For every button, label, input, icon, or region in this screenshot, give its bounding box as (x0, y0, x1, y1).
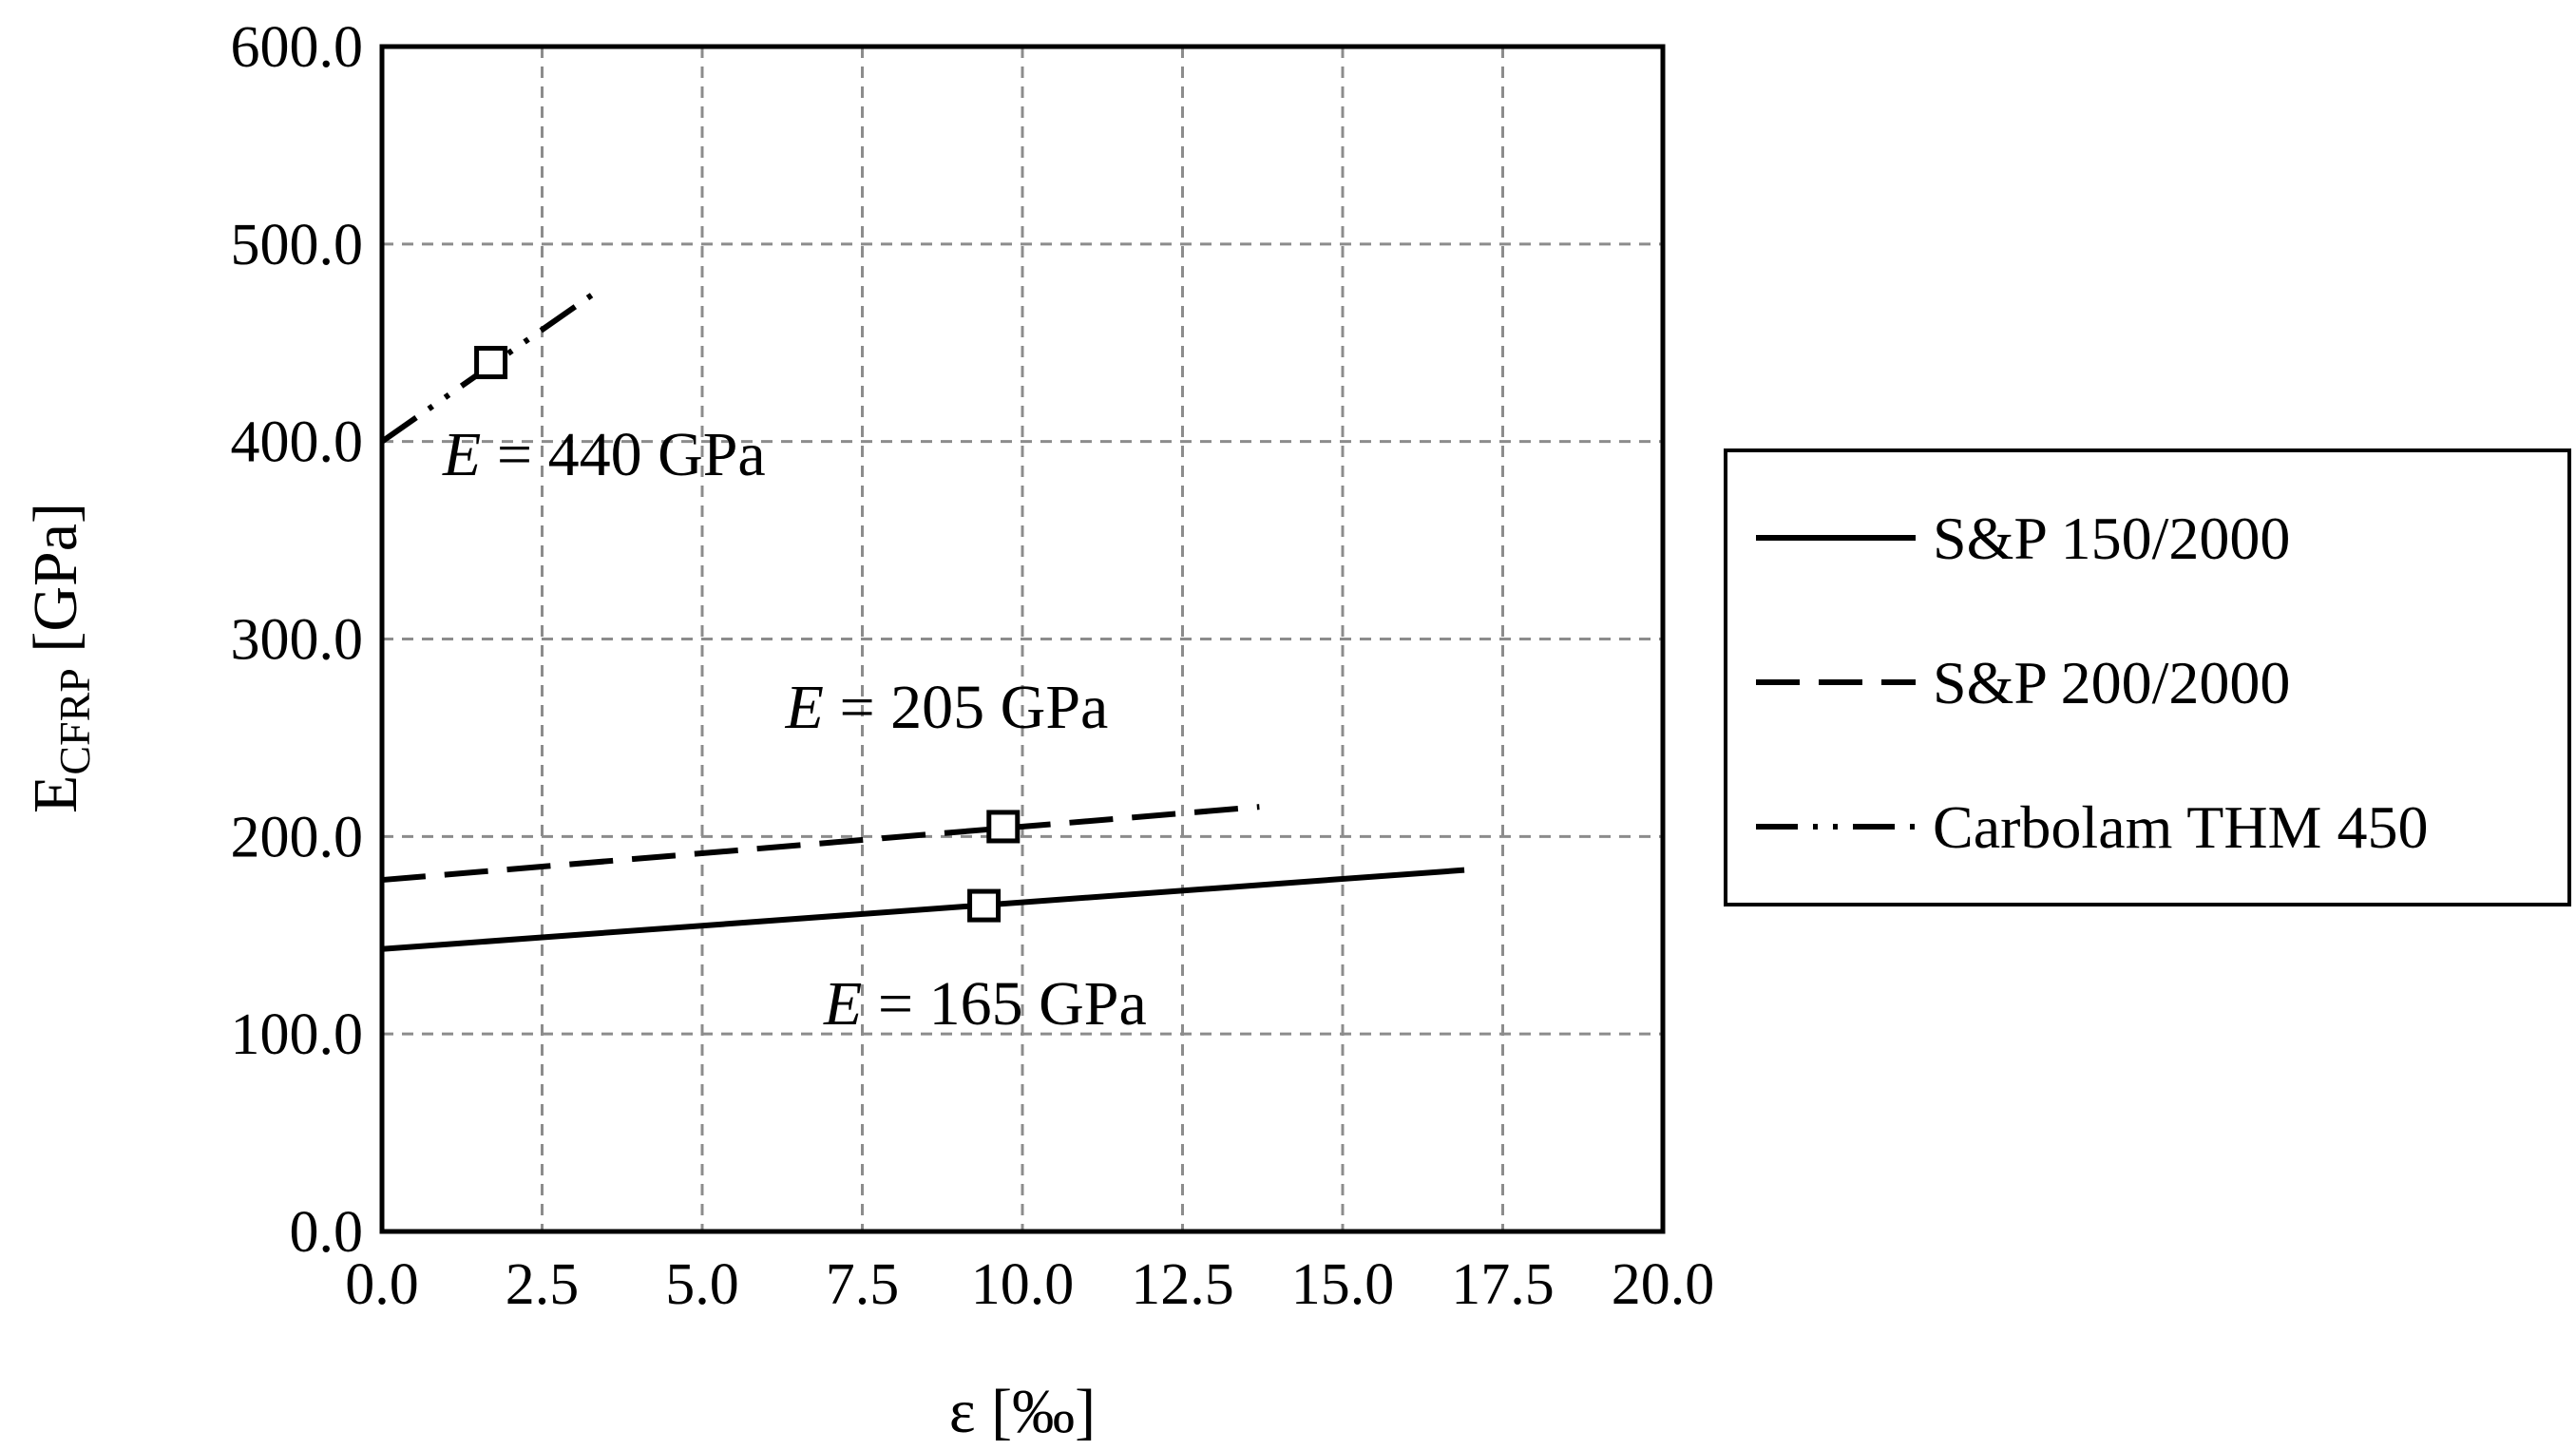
annotation-symbol: E (442, 420, 481, 489)
legend: S&P 150/2000 S&P 200/2000 Carbolam THM 450 (1724, 448, 2571, 906)
legend-items: S&P 150/2000 S&P 200/2000 Carbolam THM 450 (1756, 505, 2428, 861)
annotation-value: = 165 GPa (862, 969, 1146, 1039)
annotation-value: = 440 GPa (481, 420, 765, 489)
series-line (381, 867, 1465, 952)
x-tick-label: 2.5 (506, 1252, 580, 1317)
x-axis-title: ε [‰] (949, 1377, 1096, 1446)
y-axis-title-unit: [GPa] (21, 503, 90, 668)
grid (382, 47, 1663, 1231)
data-point-marker (474, 346, 508, 380)
data-annotation: E = 205 GPa (785, 673, 1109, 742)
data-point-marker (967, 888, 1002, 923)
x-tick-label: 5.0 (665, 1252, 739, 1317)
data-point-marker (986, 810, 1021, 844)
x-tick-label: 7.5 (826, 1252, 900, 1317)
annotation-symbol: E (823, 969, 862, 1039)
x-tick-label: 17.5 (1451, 1252, 1555, 1317)
annotation-symbol: E (785, 673, 824, 742)
y-axis-ticks: 0.0 100.0 200.0 300.0 400.0 500.0 600.0 (231, 15, 364, 1265)
y-axis-title-subscript: CFRP (50, 668, 99, 775)
y-tick-label: 300.0 (231, 608, 364, 673)
y-tick-label: 0.0 (290, 1200, 364, 1265)
x-tick-label: 0.0 (345, 1252, 419, 1317)
x-axis-ticks: 0.0 2.5 5.0 7.5 10.0 12.5 15.0 17.5 20.0 (345, 1252, 1714, 1317)
x-tick-label: 15.0 (1291, 1252, 1395, 1317)
y-tick-label: 100.0 (231, 1002, 364, 1067)
y-tick-label: 600.0 (231, 15, 364, 80)
y-tick-label: 400.0 (231, 410, 364, 475)
x-tick-label: 12.5 (1131, 1252, 1234, 1317)
x-tick-label: 10.0 (971, 1252, 1075, 1317)
series-line (381, 804, 1260, 884)
annotation-value: = 205 GPa (824, 673, 1108, 742)
series-layer (380, 287, 1465, 952)
legend-label: S&P 150/2000 (1933, 505, 2290, 572)
y-tick-label: 500.0 (231, 213, 364, 277)
legend-label: S&P 200/2000 (1933, 649, 2290, 716)
x-tick-label: 20.0 (1612, 1252, 1715, 1317)
data-annotation: E = 165 GPa (823, 969, 1147, 1039)
plot-area (379, 44, 1666, 1234)
y-axis-title-main: E (21, 775, 90, 813)
y-axis-title: ECFRP [GPa] (21, 503, 99, 813)
data-annotation: E = 440 GPa (442, 420, 766, 489)
legend-label: Carbolam THM 450 (1933, 793, 2428, 861)
y-tick-label: 200.0 (231, 805, 364, 869)
marker-layer (474, 346, 1021, 923)
